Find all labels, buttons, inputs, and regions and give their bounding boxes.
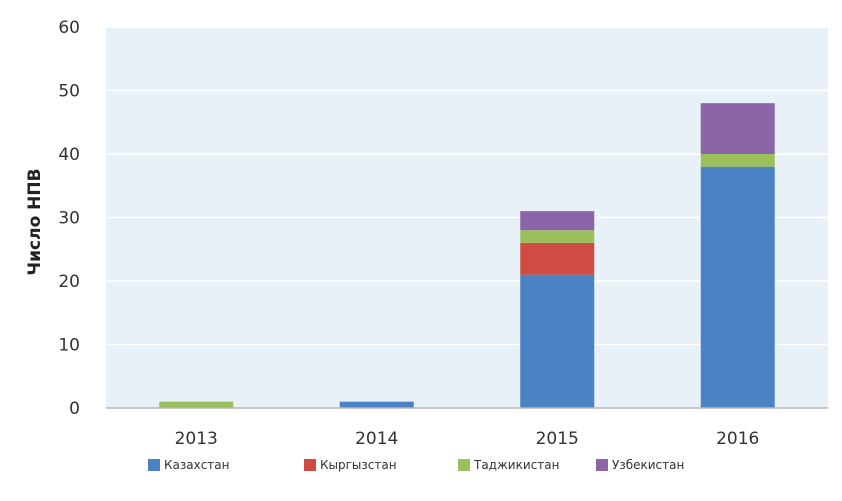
y-tick-label: 20 [58,272,80,292]
y-tick-label: 50 [58,82,80,102]
legend-swatch [596,459,608,471]
bar-segment [339,401,414,408]
y-tick-label: 0 [69,399,80,419]
legend-label: Кыргызстан [320,458,397,472]
bar-segment [520,211,595,231]
chart: 0 10 20 30 40 50 60 2013 2014 2015 2016 Число НПВ [25,18,828,449]
y-tick-labels: 0 10 20 30 40 50 60 [58,18,80,419]
legend-item-uzbekistan: Узбекистан [596,458,684,472]
legend-item-tajikistan: Таджикистан [458,458,559,472]
legend-item-kyrgyzstan: Кыргызстан [304,458,397,472]
bar-segment [700,166,775,408]
legend-label: Казахстан [164,458,230,472]
legend-label: Узбекистан [612,458,685,472]
legend-swatch [458,459,470,471]
x-tick-label: 2014 [355,429,398,449]
y-tick-label: 60 [58,18,80,38]
y-tick-label: 40 [58,145,80,165]
y-axis-label: Число НПВ [25,168,45,275]
x-tick-label: 2013 [175,429,218,449]
bar-segment [520,274,595,408]
bar-segment [520,230,595,243]
legend-swatch [148,459,160,471]
y-tick-label: 10 [58,336,80,356]
bar-segment [700,103,775,154]
bar-segment [520,242,595,275]
y-tick-label: 30 [58,209,80,229]
legend-label: Таджикистан [474,458,560,472]
x-tick-label: 2016 [716,429,759,449]
legend-swatch [304,459,316,471]
x-tick-labels: 2013 2014 2015 2016 [175,429,760,449]
x-tick-label: 2015 [536,429,579,449]
bars [159,103,775,408]
gridlines [106,26,828,346]
bar-segment [700,154,775,167]
bar-segment [159,401,234,408]
legend: Казахстан Кыргызстан Таджикистан Узбекис… [148,452,842,501]
legend-item-kazakhstan: Казахстан [148,458,230,472]
